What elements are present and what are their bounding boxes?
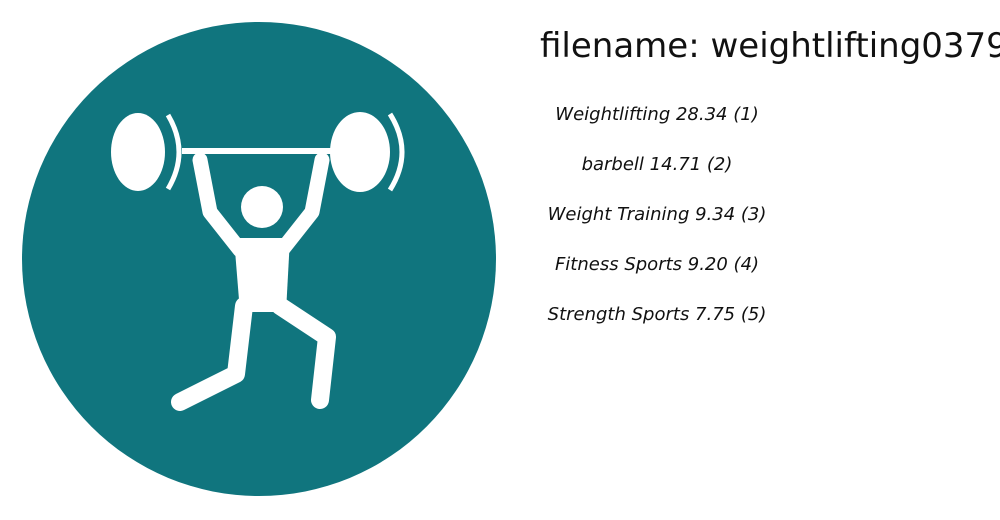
left-arm-icon xyxy=(192,152,248,258)
label-item: Fitness Sports 9.20 (4) xyxy=(554,254,760,275)
right-plate-icon xyxy=(330,112,390,192)
label-list: Weightlifting 28.34 (1) barbell 14.71 (2… xyxy=(534,90,780,340)
right-arm-icon xyxy=(274,152,330,258)
torso-icon xyxy=(234,238,290,312)
filename-heading: filename: weightlifting0379.png xyxy=(540,26,1000,66)
label-item: Weight Training 9.34 (3) xyxy=(547,204,767,225)
label-item: Weightlifting 28.34 (1) xyxy=(555,104,759,125)
right-leg-icon xyxy=(271,297,336,409)
weightlifter-figure xyxy=(111,112,405,411)
left-plate-rim-icon xyxy=(165,113,182,191)
head-icon xyxy=(241,186,283,228)
weightlifter-image xyxy=(22,22,496,496)
right-plate-rim-icon xyxy=(387,112,405,192)
label-item: barbell 14.71 (2) xyxy=(581,154,733,175)
barbell-bar-icon xyxy=(182,148,360,154)
left-plate-icon xyxy=(111,113,165,191)
label-item: Strength Sports 7.75 (5) xyxy=(547,304,767,325)
left-leg-icon xyxy=(171,297,253,411)
weightlifter-icon xyxy=(22,22,496,496)
